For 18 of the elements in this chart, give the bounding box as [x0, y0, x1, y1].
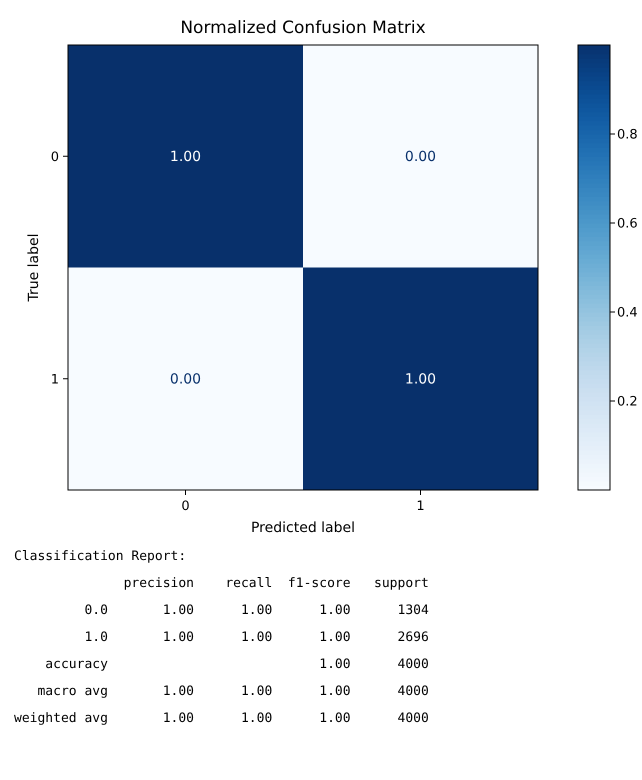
- text: accuracy 1.00 4000: [14, 657, 429, 672]
- text: Classification Report:: [14, 549, 186, 564]
- text: weighted avg 1.00 1.00 1.00 4000: [14, 711, 429, 726]
- text: 1.0 1.00 1.00 1.00 2696: [14, 630, 429, 645]
- color-bar-label: 0.2: [617, 394, 638, 410]
- text: macro avg 1.00 1.00 1.00 4000: [14, 684, 429, 699]
- x-axis-title: Predicted label: [250, 520, 356, 536]
- data-label: 1.00: [404, 372, 436, 388]
- color-bar-label: 0.4: [617, 306, 638, 321]
- y-axis-title: True label: [26, 233, 42, 303]
- color-bar-label: 0.6: [617, 216, 638, 232]
- chart-title: Normalized Confusion Matrix: [180, 18, 426, 38]
- data-label: 0.00: [170, 372, 202, 388]
- data-label: 1.00: [170, 149, 202, 166]
- text: precision recall f1-score support: [14, 576, 429, 591]
- text: 0.0 1.00 1.00 1.00 1304: [14, 603, 429, 618]
- color-bar-label: 0.8: [617, 128, 638, 143]
- data-label: 0.00: [404, 149, 436, 166]
